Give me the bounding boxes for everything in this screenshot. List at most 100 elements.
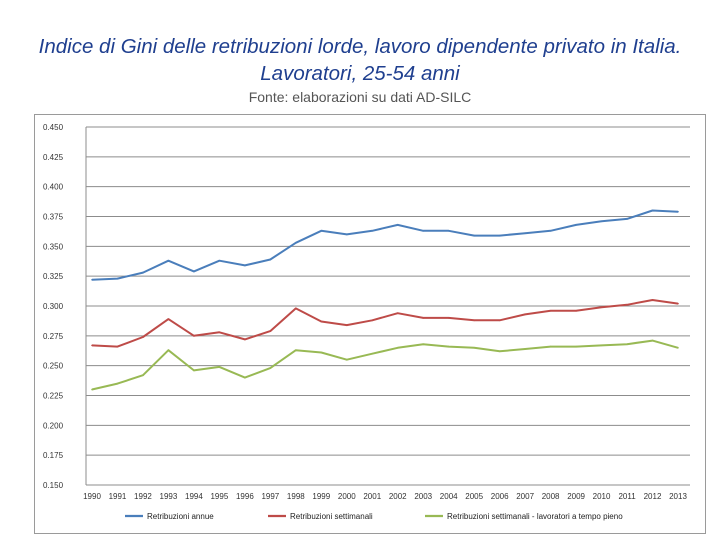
y-tick-label: 0.250	[43, 362, 64, 371]
data-point-s3-2005	[473, 346, 475, 349]
data-point-s3-2009	[575, 345, 577, 348]
data-point-s1-1994	[193, 270, 195, 273]
data-point-s1-2003	[422, 230, 425, 232]
data-point-s2-1998	[295, 307, 297, 310]
data-point-s1-2005	[473, 234, 475, 237]
x-tick-label: 2005	[465, 492, 483, 501]
y-tick-label: 0.225	[43, 392, 64, 401]
data-point-s2-1997	[269, 330, 272, 332]
data-point-s2-2011	[626, 304, 628, 306]
data-point-s1-1990	[91, 278, 93, 281]
data-point-s1-1997	[269, 258, 272, 261]
data-point-s2-2001	[371, 319, 374, 322]
data-point-s1-1995	[218, 259, 221, 262]
data-point-s3-2003	[422, 343, 425, 345]
y-tick-label: 0.350	[43, 242, 64, 251]
x-tick-label: 2006	[491, 492, 509, 501]
data-point-s2-1991	[116, 345, 119, 348]
data-point-s1-1992	[142, 271, 144, 274]
data-point-s1-2012	[651, 209, 654, 212]
x-tick-label: 2000	[338, 492, 356, 501]
data-point-s1-1998	[295, 241, 297, 244]
data-point-s3-1993	[167, 349, 170, 351]
y-tick-label: 0.175	[43, 451, 64, 460]
data-point-s1-2002	[396, 224, 399, 226]
x-tick-label: 2003	[414, 492, 432, 501]
data-point-s3-2001	[371, 352, 374, 355]
data-point-s1-2007	[524, 232, 526, 235]
x-tick-label: 1996	[236, 492, 254, 501]
data-point-s2-2013	[677, 302, 679, 305]
x-tick-label: 1999	[312, 492, 330, 501]
data-point-s1-2004	[447, 230, 450, 232]
y-tick-label: 0.150	[43, 481, 64, 490]
data-point-s3-1999	[320, 351, 323, 354]
legend-label-1: Retribuzioni annue	[147, 512, 214, 521]
data-point-s2-1990	[91, 344, 93, 347]
legend-label-3: Retribuzioni settimanali - lavoratori a …	[447, 512, 623, 521]
x-tick-label: 1993	[160, 492, 178, 501]
data-point-s3-2012	[651, 339, 654, 342]
data-point-s2-2003	[422, 317, 425, 319]
data-point-s2-2007	[524, 313, 526, 316]
chart-frame: 0.150 0.175 0.200 0.225 0.250 0.275 0.300 0.325…	[34, 114, 706, 534]
data-point-s1-2010	[600, 220, 603, 223]
data-point-s3-2013	[677, 346, 679, 349]
data-point-s1-2009	[575, 224, 577, 226]
x-tick-label: 1991	[109, 492, 127, 501]
data-point-s3-2000	[345, 358, 348, 361]
x-tick-label: 1997	[261, 492, 279, 501]
data-point-s1-2000	[345, 233, 348, 236]
data-point-s2-2000	[345, 324, 348, 326]
data-point-s2-2012	[651, 299, 654, 301]
data-point-s1-2001	[371, 230, 374, 232]
data-point-s2-2006	[498, 319, 501, 322]
data-point-s3-1995	[218, 366, 221, 368]
x-tick-label: 2013	[669, 492, 687, 501]
data-point-s3-1991	[116, 382, 119, 385]
data-point-s1-2011	[626, 218, 628, 220]
data-point-s2-1995	[218, 331, 221, 334]
data-point-s3-2011	[626, 343, 628, 345]
data-point-s3-2006	[498, 350, 501, 353]
data-point-s1-1991	[116, 277, 119, 280]
data-point-s1-1993	[167, 259, 170, 262]
data-point-s3-2007	[524, 348, 526, 350]
data-point-s1-2006	[498, 234, 501, 237]
x-tick-label: 2012	[644, 492, 662, 501]
x-tick-label: 2007	[516, 492, 534, 501]
x-tick-label: 1995	[210, 492, 228, 501]
data-point-s2-1996	[244, 338, 246, 341]
data-point-s2-1999	[320, 320, 323, 323]
x-tick-label: 2009	[567, 492, 585, 501]
data-point-s2-2009	[575, 309, 577, 312]
series-line-2	[91, 299, 679, 348]
data-point-s3-1992	[142, 374, 144, 377]
legend-label-2: Retribuzioni settimanali	[290, 512, 373, 521]
y-tick-label: 0.300	[43, 302, 64, 311]
data-point-s3-2002	[396, 346, 399, 349]
chart-title-line-2: Lavoratori, 25-54 anni	[260, 62, 460, 85]
x-tick-label: 1998	[287, 492, 305, 501]
data-point-s3-2010	[600, 344, 603, 347]
data-point-s3-1997	[269, 367, 272, 369]
data-point-s1-1999	[320, 230, 323, 232]
data-point-s3-1998	[295, 349, 297, 351]
data-point-s3-1994	[193, 369, 195, 372]
series-line-1	[91, 209, 679, 281]
y-tick-label: 0.425	[43, 153, 64, 162]
data-point-s1-1996	[244, 264, 246, 267]
chart-title: Indice di Gini delle retribuzioni lorde,…	[0, 33, 720, 87]
data-point-s3-1990	[91, 388, 93, 391]
series-line-3	[91, 339, 679, 391]
data-point-s3-2008	[549, 345, 552, 348]
data-point-s3-1996	[244, 376, 246, 379]
data-point-s2-1993	[167, 318, 170, 320]
chart-source: Fonte: elaborazioni su dati AD-SILC	[248, 89, 472, 105]
data-point-s2-2004	[447, 317, 450, 319]
y-tick-label: 0.200	[43, 421, 64, 430]
data-point-s1-2013	[677, 210, 679, 213]
chart-title-line-1: Indice di Gini delle retribuzioni lorde,…	[38, 35, 682, 58]
x-tick-label: 2008	[542, 492, 560, 501]
x-tick-label: 1992	[134, 492, 152, 501]
